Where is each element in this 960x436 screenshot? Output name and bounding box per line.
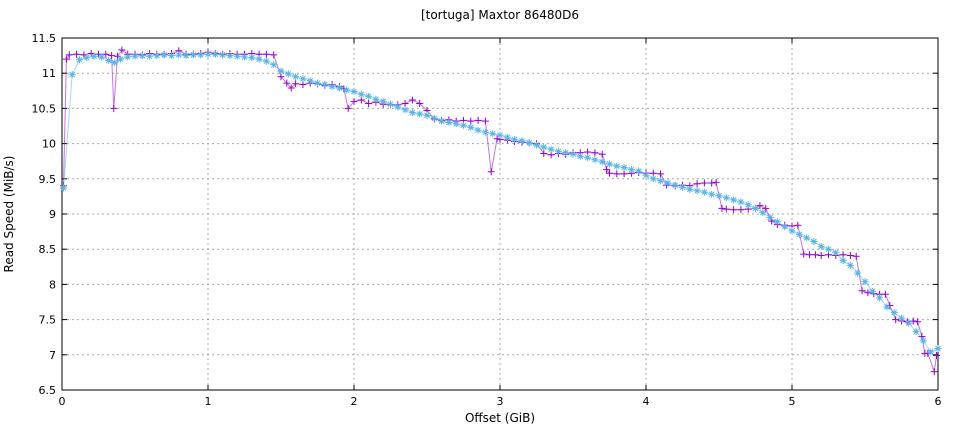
y-tick-label: 8.5 [39, 243, 57, 256]
x-tick-label: 1 [205, 395, 212, 408]
x-tick-label: 3 [497, 395, 504, 408]
y-tick-label: 11.5 [32, 32, 57, 45]
y-tick-label: 10 [42, 138, 56, 151]
series-purple-plus [60, 46, 940, 376]
x-axis-label: Offset (GiB) [465, 411, 535, 425]
x-tick-label: 0 [59, 395, 66, 408]
y-tick-label: 9.5 [39, 173, 57, 186]
grid-layer [62, 38, 938, 390]
x-tick-label: 4 [643, 395, 650, 408]
y-tick-label: 11 [42, 67, 56, 80]
y-tick-label: 9 [49, 208, 56, 221]
y-tick-label: 7 [49, 349, 56, 362]
x-tick-label: 6 [935, 395, 942, 408]
axes-layer: 0 1 2 3 4 5 6 6.5 7 7.5 8 8.5 9 9.5 10 10.5 11 11.5 [32, 32, 942, 408]
y-axis-label: Read Speed (MiB/s) [2, 156, 16, 273]
y-tick-label: 7.5 [39, 314, 57, 327]
y-tick-label: 6.5 [39, 384, 57, 397]
y-tick-label: 10.5 [32, 102, 57, 115]
x-tick-label: 5 [789, 395, 796, 408]
series-blue-asterisk [60, 50, 942, 356]
x-tick-label: 2 [351, 395, 358, 408]
chart-title: [tortuga] Maxtor 86480D6 [421, 8, 579, 22]
y-tick-label: 8 [49, 278, 56, 291]
